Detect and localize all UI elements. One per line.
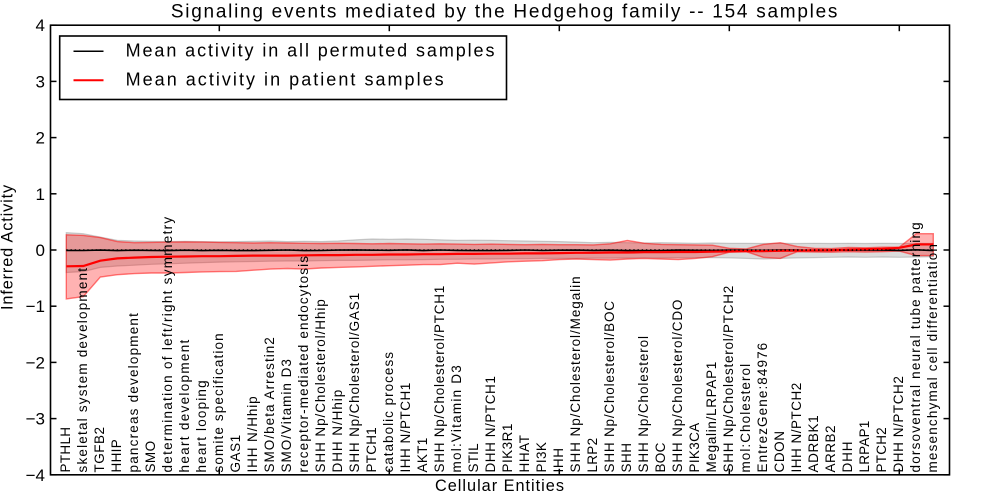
svg-text:pancreas development: pancreas development [126, 312, 141, 473]
svg-text:Cellular Entities: Cellular Entities [435, 477, 565, 495]
svg-text:heart development: heart development [177, 338, 192, 472]
svg-text:SHH Np/Cholesterol/Hhip: SHH Np/Cholesterol/Hhip [313, 298, 328, 472]
svg-text:determination of left/right sy: determination of left/right symmetry [160, 216, 175, 473]
svg-text:IHH N/Hhip: IHH N/Hhip [245, 396, 260, 473]
svg-text:mol:Vitamin D3: mol:Vitamin D3 [449, 364, 464, 473]
svg-text:Mean activity in all permuted: Mean activity in all permuted samples [126, 41, 497, 61]
svg-text:IHH N/PTCH2: IHH N/PTCH2 [789, 382, 804, 472]
svg-text:TGFB2: TGFB2 [92, 427, 107, 473]
svg-text:skeletal system development: skeletal system development [75, 267, 90, 473]
svg-text:CDON: CDON [772, 430, 787, 472]
svg-text:SHH Np/Cholesterol: SHH Np/Cholesterol [636, 335, 651, 472]
svg-text:PIK3R1: PIK3R1 [500, 423, 515, 472]
svg-text:SHH Np/Cholesterol/PTCH2: SHH Np/Cholesterol/PTCH2 [721, 285, 736, 473]
svg-text:0: 0 [36, 241, 45, 260]
svg-text:SHH Np/Cholesterol/GAS1: SHH Np/Cholesterol/GAS1 [347, 292, 362, 472]
svg-text:mesenchymal cell differentiati: mesenchymal cell differentiation [925, 243, 940, 473]
svg-text:SMO/Vitamin D3: SMO/Vitamin D3 [279, 358, 294, 472]
svg-text:BOC: BOC [653, 442, 668, 472]
svg-text:Mean activity in patient sampl: Mean activity in patient samples [126, 70, 446, 90]
svg-text:HHIP: HHIP [109, 439, 124, 473]
svg-text:PI3K: PI3K [534, 442, 549, 473]
svg-text:HHAT: HHAT [517, 434, 532, 472]
svg-text:SHH Np/Cholesterol/BOC: SHH Np/Cholesterol/BOC [602, 300, 617, 472]
svg-text:DHH: DHH [840, 441, 855, 473]
svg-text:Megalin/LRPAP1: Megalin/LRPAP1 [704, 361, 719, 472]
svg-text:IHH N/PTCH1: IHH N/PTCH1 [398, 382, 413, 472]
svg-text:SHH: SHH [619, 443, 634, 473]
svg-text:ARRB2: ARRB2 [823, 425, 838, 473]
svg-text:STIL: STIL [466, 443, 481, 473]
svg-text:−4: −4 [26, 466, 45, 485]
svg-text:SHH Np/Cholesterol/CDO: SHH Np/Cholesterol/CDO [670, 299, 685, 473]
svg-text:Signaling events mediated by t: Signaling events mediated by the Hedgeho… [171, 2, 839, 23]
svg-text:EntrezGene:84976: EntrezGene:84976 [755, 342, 770, 473]
svg-text:SMO: SMO [143, 441, 158, 473]
svg-text:1: 1 [36, 185, 45, 204]
svg-text:−1: −1 [26, 297, 45, 316]
svg-text:dorsoventral neural tube patte: dorsoventral neural tube patterning [908, 221, 923, 472]
svg-text:somite specification: somite specification [211, 332, 226, 472]
svg-text:DHH N/Hhip: DHH N/Hhip [330, 389, 345, 473]
svg-text:LRPAP1: LRPAP1 [857, 421, 872, 473]
svg-text:−2: −2 [26, 353, 45, 372]
svg-text:−3: −3 [26, 410, 45, 429]
svg-text:DHH N/PTCH1: DHH N/PTCH1 [483, 376, 498, 473]
svg-text:GAS1: GAS1 [228, 434, 243, 472]
svg-text:mol:Cholesterol: mol:Cholesterol [738, 363, 753, 473]
svg-text:3: 3 [36, 72, 45, 91]
svg-text:receptor-mediated endocytosis: receptor-mediated endocytosis [296, 255, 311, 473]
svg-text:IHH: IHH [551, 447, 566, 472]
svg-text:catabolic process: catabolic process [381, 351, 396, 472]
svg-text:SMO/beta Arrestin2: SMO/beta Arrestin2 [262, 336, 277, 472]
svg-text:PTHLH: PTHLH [58, 427, 73, 473]
svg-text:2: 2 [36, 129, 45, 148]
svg-text:PIK3CA: PIK3CA [687, 422, 702, 472]
svg-text:SHH Np/Cholesterol/Megalin: SHH Np/Cholesterol/Megalin [568, 275, 583, 472]
svg-text:PTCH1: PTCH1 [364, 427, 379, 472]
svg-text:DHH N/PTCH2: DHH N/PTCH2 [891, 376, 906, 473]
svg-text:SHH Np/Cholesterol/PTCH1: SHH Np/Cholesterol/PTCH1 [432, 285, 447, 473]
svg-text:4: 4 [36, 16, 45, 35]
svg-text:ADRBK1: ADRBK1 [806, 415, 821, 473]
svg-text:PTCH2: PTCH2 [874, 427, 889, 472]
svg-text:heart looping: heart looping [194, 379, 209, 472]
svg-text:AKT1: AKT1 [415, 437, 430, 472]
svg-text:LRP2: LRP2 [585, 438, 600, 473]
svg-text:Inferred Activity: Inferred Activity [0, 184, 17, 310]
